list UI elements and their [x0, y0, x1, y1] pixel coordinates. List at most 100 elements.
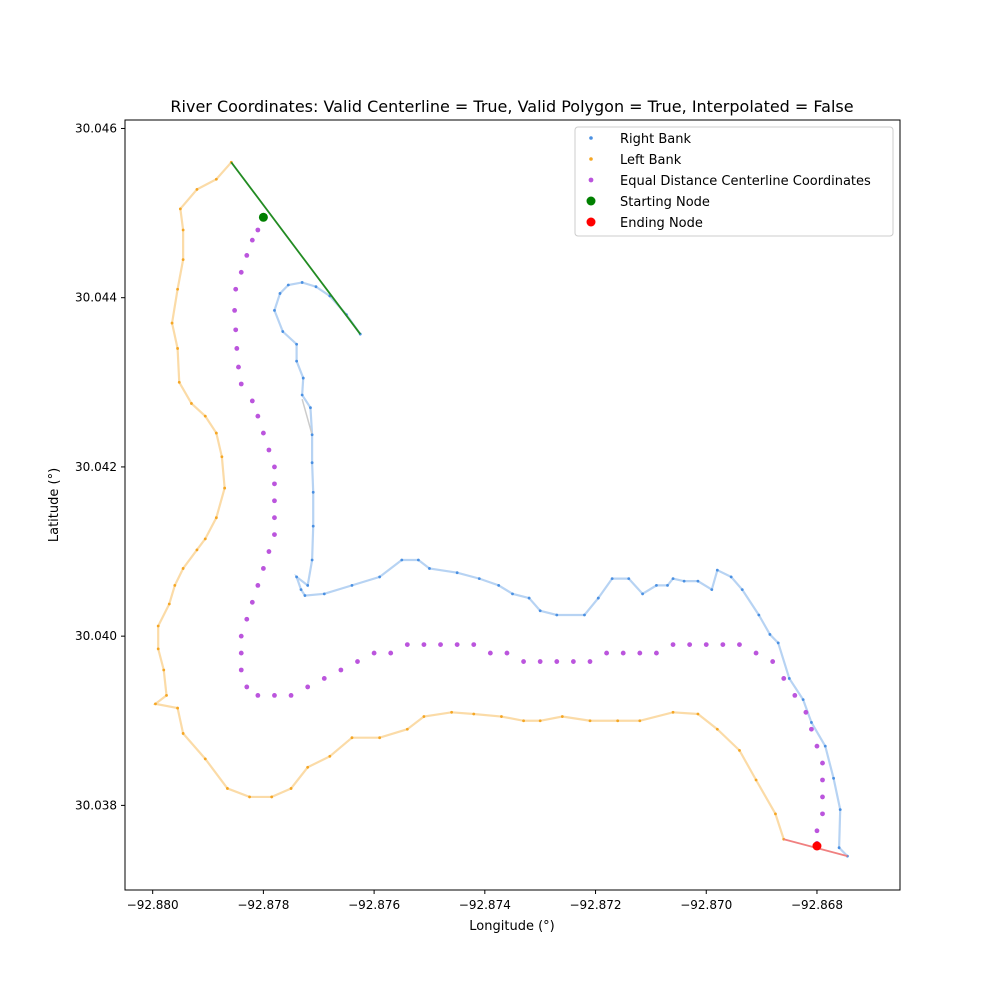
legend-marker [589, 136, 593, 140]
legend-label: Left Bank [620, 153, 682, 168]
left-bank-point [170, 321, 174, 325]
left-bank-point [220, 455, 224, 459]
left-bank-point [176, 347, 179, 350]
left-bank-point [190, 402, 193, 405]
y-tick-label: 30.046 [75, 121, 117, 135]
right-bank-point [273, 308, 276, 312]
centerline-point [604, 650, 610, 656]
left-bank-point [522, 719, 525, 723]
right-bank-point [838, 808, 842, 812]
left-bank-point [165, 693, 168, 697]
right-bank-point [322, 592, 326, 596]
centerline-point [232, 307, 238, 313]
right-bank-point [400, 558, 404, 562]
right-bank-point [310, 461, 314, 465]
centerline-point [255, 692, 261, 698]
right-bank-point [309, 406, 312, 410]
left-bank-point [156, 624, 160, 628]
right-bank-point [655, 583, 658, 587]
right-bank-gap-line [301, 399, 313, 435]
y-tick-label: 30.042 [75, 460, 117, 474]
centerline-point [388, 650, 394, 656]
centerline-point [554, 659, 560, 664]
centerline-point [781, 676, 787, 681]
left-bank-point [422, 715, 426, 718]
centerline-point [770, 659, 776, 664]
centerline-point [238, 667, 244, 673]
centerline-point [454, 642, 460, 648]
x-tick-label: −92.878 [237, 898, 289, 912]
right-bank-point [627, 577, 631, 581]
right-bank-point [286, 283, 290, 287]
right-bank-point [497, 583, 501, 587]
right-bank-point [810, 721, 813, 724]
left-bank-point [328, 754, 332, 758]
right-bank-point [715, 568, 719, 572]
y-axis-label: Latitude (°) [47, 468, 62, 542]
axes-frame [124, 119, 901, 891]
x-tick-label: −92.880 [127, 898, 179, 912]
right-bank-point [596, 596, 600, 600]
right-bank-point [527, 596, 531, 600]
centerline-point [244, 616, 250, 622]
right-bank-point [477, 577, 481, 581]
centerline-point [238, 650, 244, 656]
x-tick-label: −92.874 [459, 898, 511, 912]
ending-node [812, 841, 822, 851]
left-bank-point [671, 710, 675, 714]
left-bank-point [270, 795, 274, 799]
right-bank-point [378, 575, 382, 579]
centerline-point [272, 692, 277, 698]
x-axis-label: Longitude (°) [469, 919, 554, 934]
centerline-point [355, 659, 360, 664]
left-bank-point [176, 706, 179, 710]
left-bank-point [226, 787, 229, 790]
left-bank-point [156, 647, 160, 651]
y-tick-label: 30.038 [75, 798, 117, 812]
right-bank-point [350, 583, 354, 587]
right-bank-point [455, 571, 459, 575]
right-bank-point [641, 592, 644, 596]
centerline-point [670, 642, 676, 648]
x-tick-label: −92.872 [570, 898, 622, 912]
left-bank-point [181, 567, 185, 570]
legend-marker [588, 177, 594, 183]
left-bank-point [203, 757, 207, 761]
legend-box [574, 126, 894, 237]
centerline-point [233, 286, 239, 292]
centerline-point [737, 642, 742, 648]
centerline-point [249, 398, 255, 404]
legend-marker [589, 157, 593, 161]
right-bank-point [801, 698, 805, 702]
right-bank-point [311, 490, 315, 494]
left-bank-point [173, 583, 177, 587]
x-tick-label: −92.868 [791, 898, 843, 912]
left-bank-point [754, 778, 758, 782]
left-bank-point [162, 668, 166, 672]
centerline-point [236, 364, 241, 370]
left-bank-point [214, 431, 218, 435]
left-bank-point [616, 719, 620, 723]
centerline-point [288, 692, 294, 698]
plot-area [152, 160, 849, 858]
centerline-point [654, 650, 659, 656]
right-bank-point [295, 359, 299, 363]
right-bank-point [511, 592, 514, 596]
centerline-point [238, 633, 244, 639]
left-bank-point [203, 414, 207, 418]
centerline-point [820, 794, 825, 800]
centerline-point [820, 777, 825, 783]
centerline-point [820, 811, 825, 817]
left-bank-point [181, 228, 185, 232]
left-bank-point [214, 177, 218, 181]
left-bank-point [738, 748, 741, 752]
centerline-point [438, 642, 443, 648]
legend-marker [586, 217, 596, 227]
centerline-point [244, 252, 250, 258]
right-bank-point [832, 776, 835, 780]
left-bank-point [472, 712, 476, 716]
right-bank-point [768, 633, 772, 636]
centerline-point [703, 642, 709, 648]
legend-label: Ending Node [620, 216, 703, 231]
right-bank-point [295, 342, 299, 346]
